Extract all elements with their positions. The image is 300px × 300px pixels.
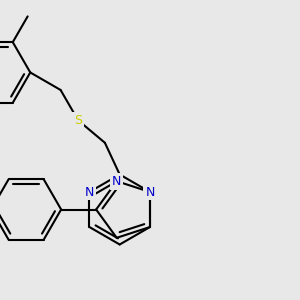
Text: S: S (74, 114, 82, 127)
Text: N: N (145, 185, 155, 199)
Text: N: N (85, 185, 94, 199)
Text: N: N (112, 175, 122, 188)
